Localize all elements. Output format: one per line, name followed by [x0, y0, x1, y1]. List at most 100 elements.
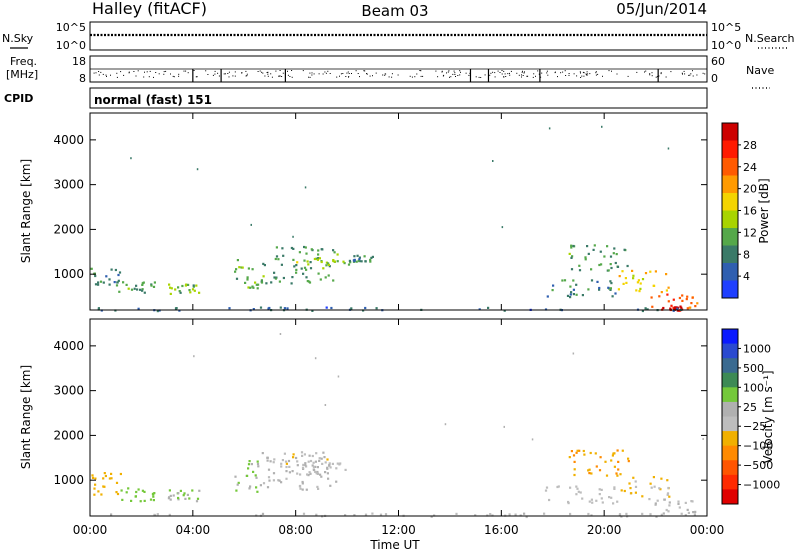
nave-point [275, 70, 277, 72]
x-tick-label: 00:00 [690, 523, 725, 537]
heatmap-cell [324, 461, 327, 464]
heatmap-cell [104, 474, 107, 478]
y-tick-label: 1000 [53, 473, 84, 487]
nave-point [611, 70, 612, 72]
nave-point [583, 75, 585, 77]
heatmap-cell [669, 307, 672, 310]
colorbar-segment [722, 460, 738, 476]
heatmap-cell [326, 467, 329, 470]
heatmap-cell [575, 293, 578, 296]
nave-point [449, 76, 450, 78]
heatmap-cell [430, 515, 433, 518]
nave-point [271, 76, 273, 78]
heatmap-cell [570, 291, 573, 294]
nave-point [416, 73, 418, 75]
heatmap-cell [303, 245, 306, 249]
heatmap-cell [187, 283, 190, 286]
heatmap-cell [333, 260, 336, 263]
heatmap-cell [639, 282, 642, 285]
heatmap-cell [263, 264, 266, 267]
heatmap-cell [118, 290, 121, 293]
heatmap-cell [191, 489, 194, 492]
nave-point [460, 71, 461, 73]
nsearch-tick-low: 10^0 [711, 39, 741, 52]
heatmap-cell [275, 255, 279, 258]
x-tick-label: 20:00 [587, 523, 622, 537]
heatmap-cell [302, 463, 305, 466]
heatmap-cell [665, 273, 668, 276]
heatmap-cell [311, 464, 314, 467]
heatmap-cell [248, 460, 251, 463]
heatmap-cell [375, 307, 378, 310]
heatmap-cell [312, 468, 315, 471]
nave-point [582, 71, 584, 73]
nave-point [644, 71, 645, 73]
nave-point [207, 74, 209, 75]
colorbar-segment [722, 401, 738, 417]
heatmap-cell [577, 490, 580, 493]
heatmap-cell [280, 465, 283, 468]
nave-point [340, 73, 342, 75]
heatmap-cell [309, 261, 312, 264]
heatmap-cell [309, 267, 313, 270]
nave-point [597, 73, 599, 75]
colorbar-segment [722, 329, 738, 345]
nave-point [521, 76, 522, 78]
heatmap-cell [686, 508, 689, 511]
nave-point [143, 76, 145, 78]
heatmap-cell [90, 267, 93, 270]
nave-point [494, 72, 496, 74]
cpid-label: CPID [4, 92, 33, 105]
heatmap-cell [184, 284, 187, 287]
nave-point [347, 71, 349, 73]
nave-point [489, 74, 491, 76]
nave-point [227, 73, 229, 74]
heatmap-cell [648, 498, 651, 501]
heatmap-cell [605, 474, 609, 477]
nave-point [509, 74, 511, 76]
heatmap-cell [255, 283, 258, 286]
heatmap-cell [676, 307, 679, 310]
time-axis-label: Time UT [369, 538, 420, 552]
heatmap-cell [91, 476, 95, 479]
nave-point [348, 76, 350, 78]
heatmap-cell [572, 279, 575, 282]
heatmap-cell [618, 275, 621, 278]
colorbar-segment [722, 431, 738, 447]
heatmap-cell [119, 472, 122, 476]
heatmap-cell [320, 260, 323, 264]
heatmap-cell [177, 496, 180, 500]
heatmap-cell [237, 481, 240, 484]
nave-point [532, 76, 534, 78]
heatmap-cell [135, 284, 138, 287]
heatmap-cell [290, 282, 293, 285]
heatmap-cell [660, 477, 663, 480]
heatmap-cell [295, 268, 298, 271]
nave-point [589, 73, 591, 75]
heatmap-cell [94, 283, 98, 286]
heatmap-cell [312, 465, 315, 469]
nave-point [505, 76, 507, 77]
nave-point [346, 72, 348, 74]
heatmap-cell [601, 125, 603, 128]
heatmap-cell [656, 499, 659, 502]
heatmap-cell [127, 487, 130, 490]
heatmap-cell [678, 506, 681, 509]
heatmap-cell [305, 268, 308, 271]
heatmap-cell [649, 270, 652, 273]
heatmap-cell [581, 294, 584, 297]
nave-point [689, 74, 691, 76]
heatmap-cell [601, 501, 604, 504]
heatmap-cell [274, 257, 277, 261]
heatmap-cell [303, 453, 306, 456]
heatmap-cell [623, 248, 626, 251]
heatmap-cell [637, 279, 640, 282]
heatmap-cell [561, 279, 564, 282]
heatmap-cell [265, 282, 268, 285]
heatmap-cell [279, 306, 282, 309]
heatmap-cell [600, 497, 603, 500]
heatmap-cell [267, 476, 271, 479]
heatmap-cell [139, 288, 142, 291]
heatmap-cell [315, 257, 318, 260]
heatmap-cell [598, 493, 601, 496]
